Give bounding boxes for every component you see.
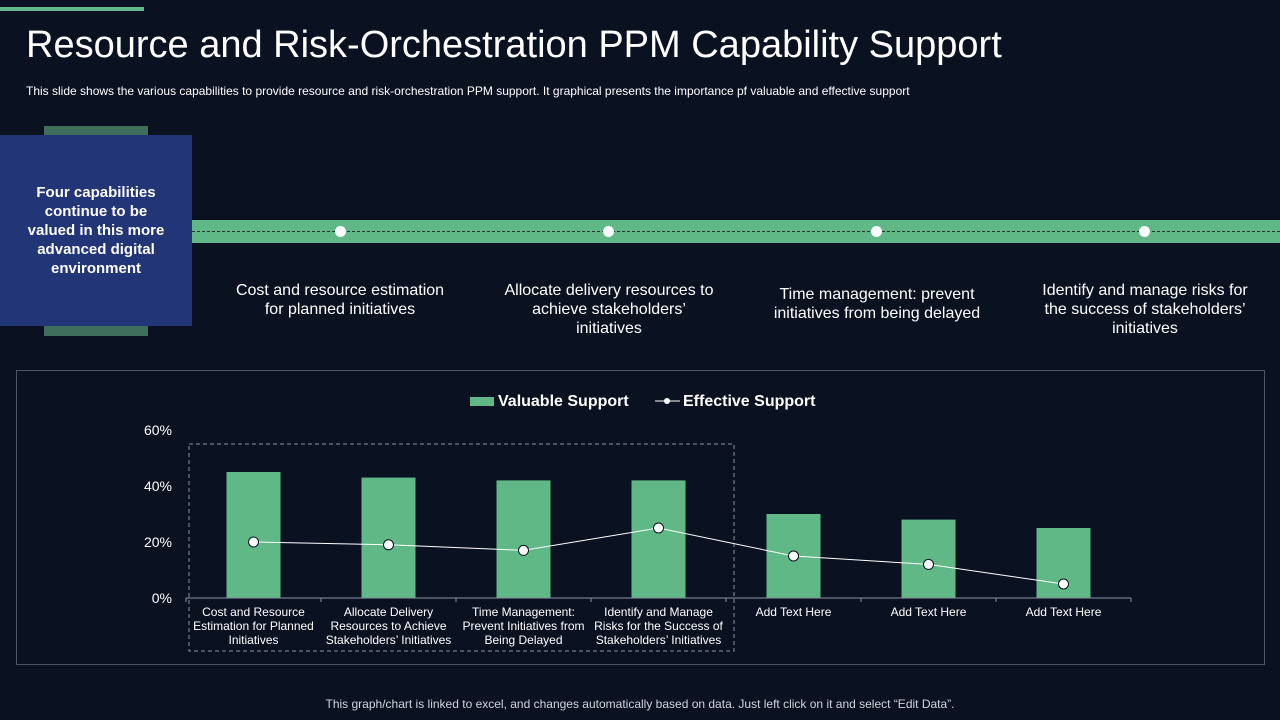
side-strip-top — [44, 126, 148, 135]
bar-valuable-support — [631, 480, 686, 598]
y-tick-label: 60% — [144, 422, 172, 438]
capability-text: Allocate delivery resources to achieve s… — [504, 282, 714, 337]
timeline-dashed-line — [192, 231, 1280, 232]
timeline-dot — [603, 226, 614, 237]
x-category-label: Identify and Manage Risks for the Success… — [594, 605, 723, 647]
bar-valuable-support — [361, 477, 416, 598]
timeline-dot — [871, 226, 882, 237]
bar-valuable-support — [496, 480, 551, 598]
capability-text: Cost and resource estimation for planned… — [235, 282, 445, 318]
capability-text: Identify and manage risks for the succes… — [1042, 282, 1248, 337]
side-summary-text: Four capabilities continue to be valued … — [27, 184, 165, 277]
bar-valuable-support — [901, 519, 956, 598]
timeline-dot — [1139, 226, 1150, 237]
footer-note: This graph/chart is linked to excel, and… — [325, 697, 955, 711]
x-category-label: Cost and Resource Estimation for Planned I… — [193, 605, 314, 647]
page-subtitle: This slide shows the various capabilitie… — [26, 84, 910, 98]
legend-label-valuable: Valuable Support — [498, 393, 629, 410]
highlight-box — [188, 443, 735, 652]
y-tick-label: 40% — [144, 478, 172, 494]
x-category-label: Add Text Here — [891, 605, 967, 619]
timeline-dot — [335, 226, 346, 237]
side-strip-bottom — [44, 326, 148, 336]
top-accent-bar — [0, 7, 144, 11]
point-effective-support — [1058, 578, 1069, 590]
legend-swatch-valuable — [470, 397, 494, 406]
point-effective-support — [788, 550, 799, 562]
side-summary-box: Four capabilities continue to be valued … — [0, 135, 192, 326]
x-category-label: Add Text Here — [756, 605, 832, 619]
x-category-label: Add Text Here — [1026, 605, 1102, 619]
y-tick-label: 0% — [152, 590, 172, 606]
point-effective-support — [518, 544, 529, 556]
x-category-label: Allocate Delivery Resources to Achieve Sta… — [326, 605, 452, 647]
point-effective-support — [653, 522, 664, 534]
chart-frame — [16, 370, 1265, 665]
x-category-label: Time Management: Prevent Initiatives from… — [462, 605, 584, 647]
point-effective-support — [248, 536, 259, 548]
page-title: Resource and Risk-Orchestration PPM Capa… — [26, 24, 1002, 66]
legend-label-effective: Effective Support — [683, 393, 816, 410]
capability-text: Time management: prevent initiatives fro… — [773, 286, 981, 322]
point-effective-support — [383, 539, 394, 551]
legend-swatch-effective-dot — [664, 398, 670, 404]
point-effective-support — [923, 558, 934, 570]
bar-valuable-support — [226, 472, 281, 598]
y-tick-label: 20% — [144, 534, 172, 550]
